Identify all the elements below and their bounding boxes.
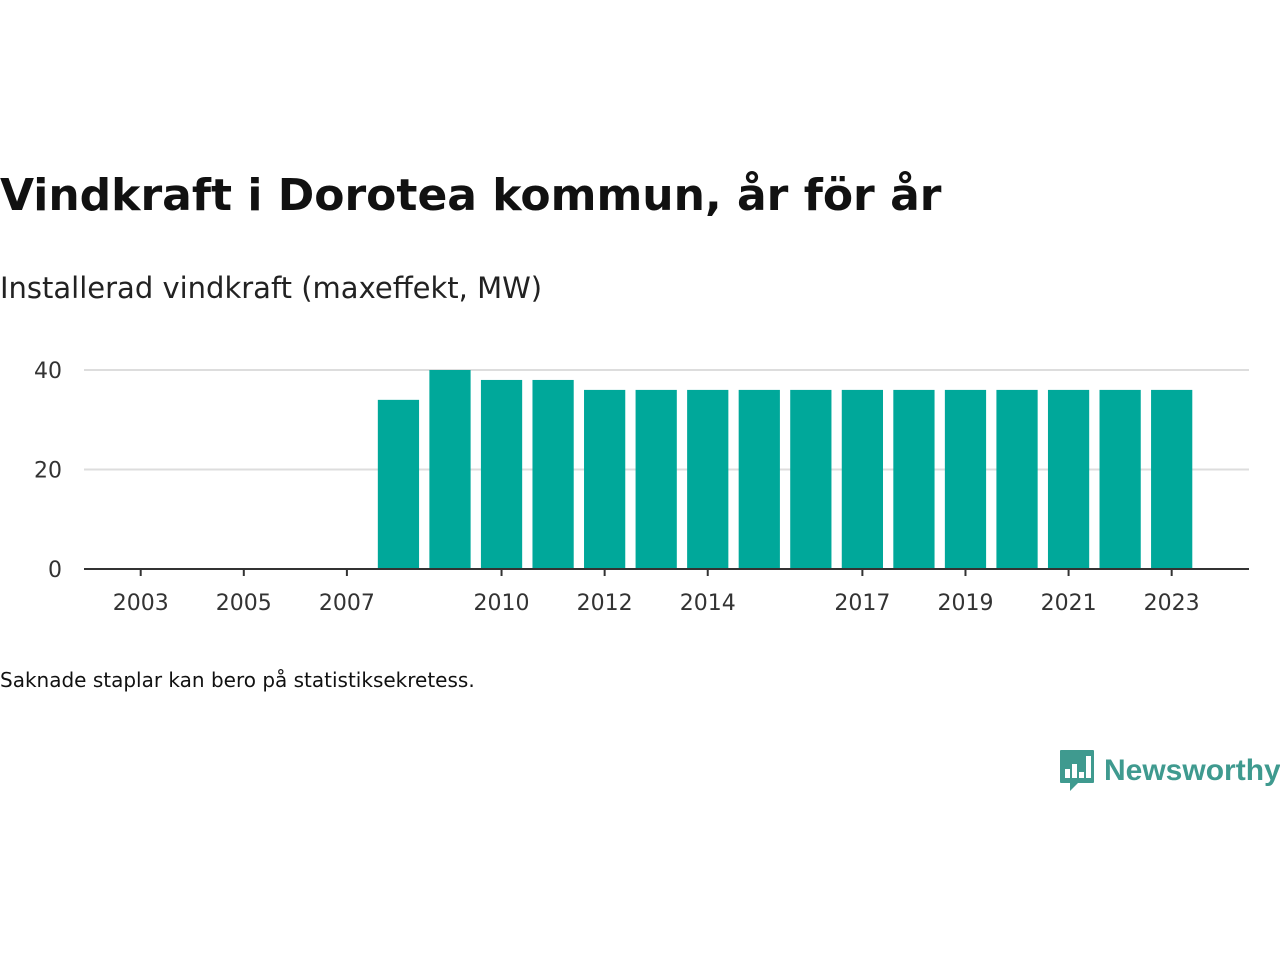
x-tick-label-2019: 2019 — [937, 591, 993, 616]
x-tick-label-2012: 2012 — [577, 591, 633, 616]
bar-2023 — [1151, 389, 1193, 569]
y-tick-label-40: 40 — [34, 359, 62, 384]
x-tick-label-2023: 2023 — [1144, 591, 1200, 616]
bar-2020 — [996, 389, 1038, 569]
bar-2017 — [841, 389, 884, 569]
x-tick-labels: 2003 2005 2007 2010 2012 2014 2017 2019 2021 2023 — [113, 569, 1200, 616]
x-tick-label-2007: 2007 — [319, 591, 375, 616]
chart-title: Vindkraft i Dorotea kommun, år för år — [0, 170, 942, 221]
bar-2010 — [480, 379, 523, 569]
bar-2009 — [429, 370, 471, 569]
y-tick-label-20: 20 — [34, 459, 62, 484]
bar-2021 — [1047, 389, 1090, 569]
chart-subtitle: Installerad vindkraft (maxeffekt, MW) — [0, 271, 543, 305]
bar-2022 — [1099, 389, 1141, 569]
y-tick-labels: 0 20 40 — [34, 359, 62, 583]
x-tick-label-2005: 2005 — [216, 591, 272, 616]
newsworthy-chart-bubble-icon — [1060, 750, 1094, 791]
newsworthy-logo: Newsworthy — [1058, 748, 1280, 794]
x-tick-label-2010: 2010 — [474, 591, 530, 616]
bar-2011 — [532, 379, 574, 569]
x-tick-label-2003: 2003 — [113, 591, 169, 616]
bar-2012 — [584, 389, 626, 569]
y-tick-label-0: 0 — [48, 558, 62, 583]
bar-2014 — [687, 389, 729, 569]
bar-2015 — [738, 389, 780, 569]
bar-2019 — [944, 389, 987, 569]
bar-2018 — [893, 389, 935, 569]
bar-2016 — [790, 389, 832, 569]
bar-2008 — [377, 399, 420, 569]
bar-2013 — [635, 389, 677, 569]
x-tick-label-2017: 2017 — [834, 591, 890, 616]
x-tick-label-2021: 2021 — [1041, 591, 1097, 616]
brand-name: Newsworthy — [1104, 754, 1280, 787]
bars — [377, 370, 1193, 569]
x-tick-label-2014: 2014 — [680, 591, 736, 616]
footnote: Saknade staplar kan bero på statistiksek… — [0, 668, 475, 692]
